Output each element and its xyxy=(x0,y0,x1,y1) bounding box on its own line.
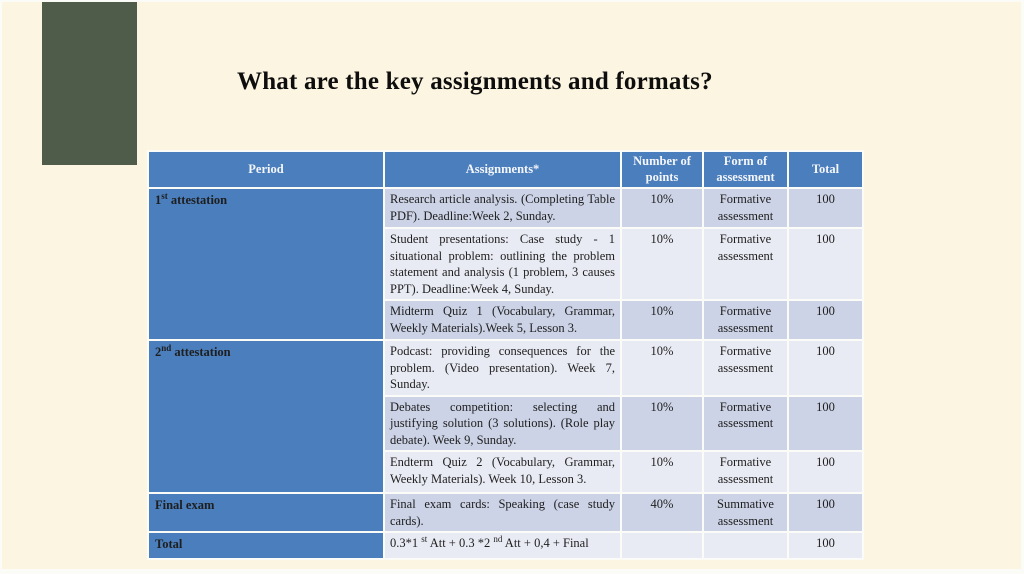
points-cell: 10% xyxy=(620,394,704,452)
form-cell: Formative assessment xyxy=(702,187,789,229)
col-header-assignments: Assignments* xyxy=(383,150,622,189)
assignment-cell: Research article analysis. (Completing T… xyxy=(383,187,622,229)
table-row: Midterm Quiz 1 (Vocabulary, Grammar, Wee… xyxy=(148,299,864,341)
points-cell: 10% xyxy=(620,187,704,229)
total-cell: 100 xyxy=(787,492,864,533)
total-cell: 100 xyxy=(787,450,864,494)
assignment-cell: Endterm Quiz 2 (Vocabulary, Grammar, Wee… xyxy=(383,450,622,494)
col-header-period: Period xyxy=(147,150,385,189)
col-header-total: Total xyxy=(787,150,864,189)
form-cell: Formative assessment xyxy=(702,299,789,341)
table-row: Debates competition: selecting and justi… xyxy=(148,394,864,452)
table-header-row: Period Assignments* Number of points For… xyxy=(147,150,864,189)
assignment-cell: Midterm Quiz 1 (Vocabulary, Grammar, Wee… xyxy=(383,299,622,341)
period-cell-total: Total xyxy=(147,531,385,560)
table-row: Student presentations: Case study - 1 si… xyxy=(148,227,864,301)
accent-rectangle xyxy=(42,2,137,165)
table-row: Endterm Quiz 2 (Vocabulary, Grammar, Wee… xyxy=(148,450,864,494)
assignment-cell: Debates competition: selecting and justi… xyxy=(383,394,622,452)
table-row: 2nd attestation Podcast: providing conse… xyxy=(147,339,864,494)
table-row: Total 0.3*1 st Att + 0.3 *2 nd Att + 0,4… xyxy=(147,531,864,560)
points-cell: 10% xyxy=(620,450,704,494)
form-cell: Formative assessment xyxy=(702,450,789,494)
table-row: 1st attestation Research article analysi… xyxy=(147,187,864,341)
assignment-cell: Student presentations: Case study - 1 si… xyxy=(383,227,622,301)
total-cell: 100 xyxy=(787,299,864,341)
formula-cell: 0.3*1 st Att + 0.3 *2 nd Att + 0,4 + Fin… xyxy=(383,531,622,560)
total-cell: 100 xyxy=(787,531,864,560)
assignment-cell: Podcast: providing consequences for the … xyxy=(383,339,622,397)
form-cell xyxy=(702,531,789,560)
points-cell: 10% xyxy=(620,299,704,341)
form-cell: Formative assessment xyxy=(702,339,789,397)
points-cell: 10% xyxy=(620,339,704,397)
period-cell-final-exam: Final exam xyxy=(147,492,385,533)
total-cell: 100 xyxy=(787,339,864,397)
total-cell: 100 xyxy=(787,227,864,301)
period-cell-2nd-attestation: 2nd attestation xyxy=(147,339,385,494)
points-cell xyxy=(620,531,704,560)
table-row: Final exam Final exam cards: Speaking (c… xyxy=(147,492,864,533)
period-cell-1st-attestation: 1st attestation xyxy=(147,187,385,341)
page-title: What are the key assignments and formats… xyxy=(237,68,713,95)
form-cell: Summative assessment xyxy=(702,492,789,533)
points-cell: 10% xyxy=(620,227,704,301)
form-cell: Formative assessment xyxy=(702,394,789,452)
assignment-cell: Final exam cards: Speaking (case study c… xyxy=(383,492,622,533)
points-cell: 40% xyxy=(620,492,704,533)
total-cell: 100 xyxy=(787,187,864,229)
col-header-points: Number of points xyxy=(620,150,704,189)
assignments-table: Period Assignments* Number of points For… xyxy=(147,150,864,560)
col-header-form: Form of assessment xyxy=(702,150,789,189)
form-cell: Formative assessment xyxy=(702,227,789,301)
total-cell: 100 xyxy=(787,394,864,452)
